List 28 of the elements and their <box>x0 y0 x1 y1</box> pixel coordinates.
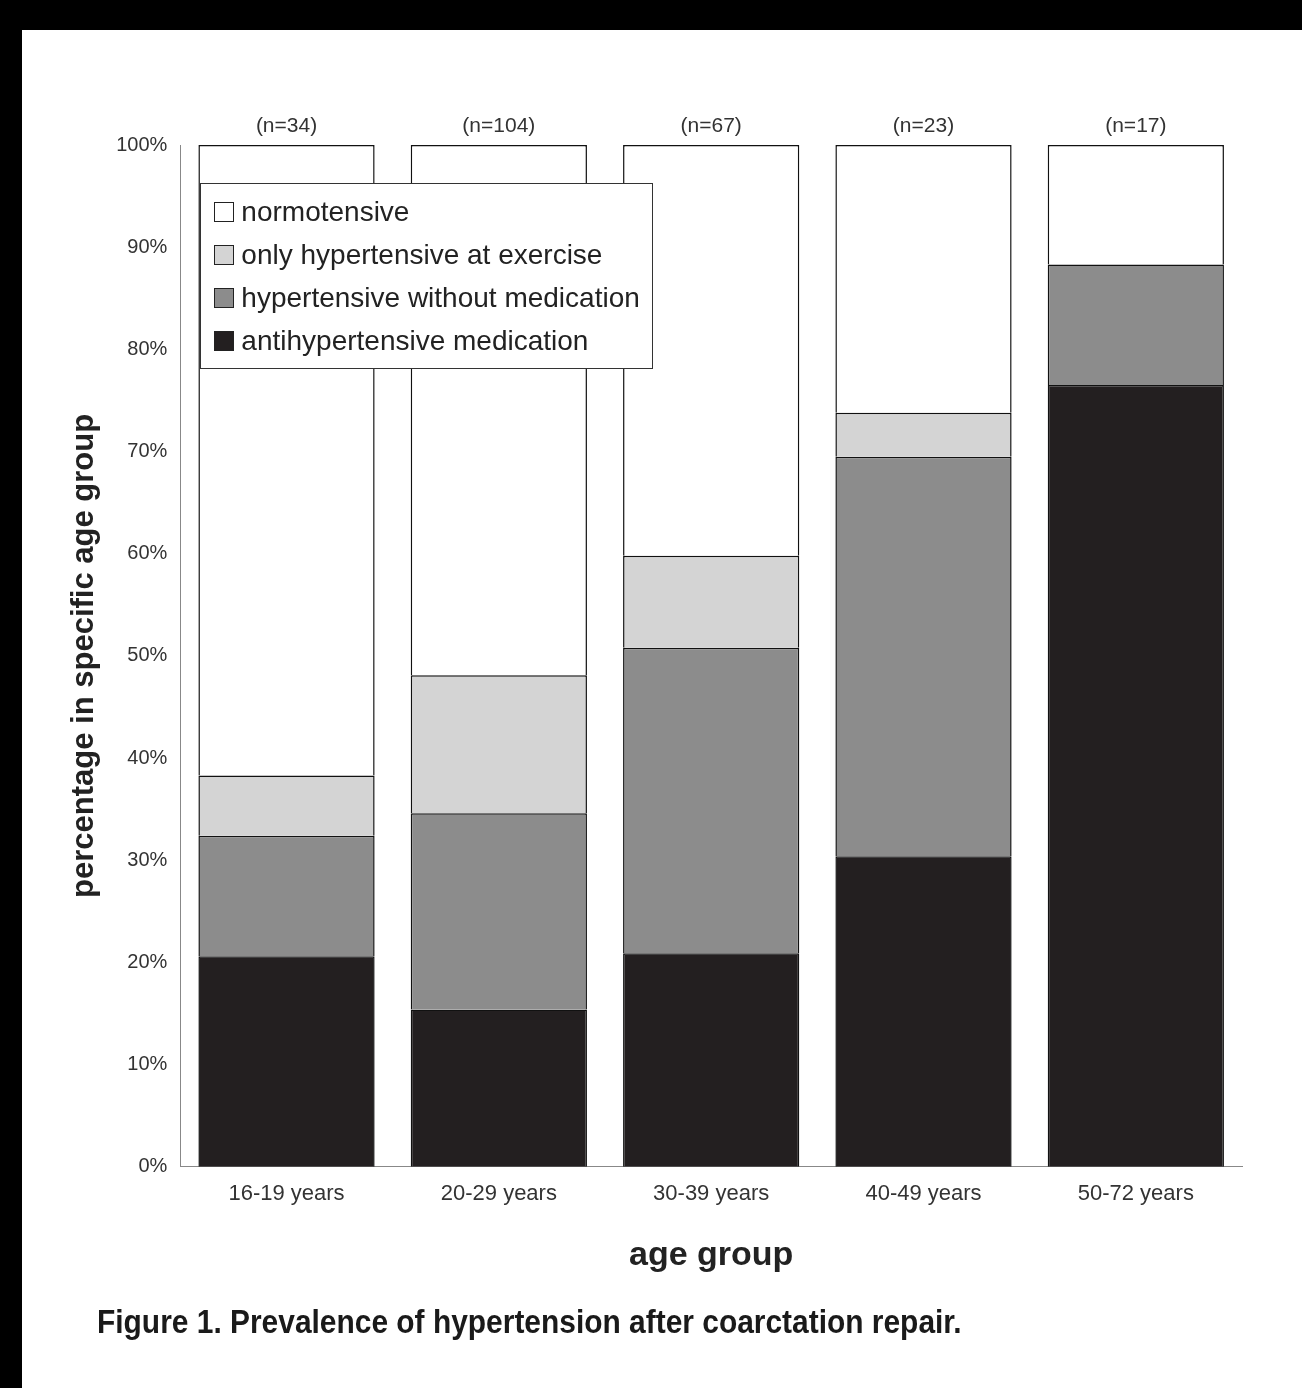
x-tick-label: 16-19 years <box>228 1180 345 1206</box>
series-label: normotensive <box>241 195 410 228</box>
annotation: (n=17) <box>1105 113 1167 137</box>
y-tick-label: 70% <box>127 439 168 462</box>
y-tick-label: 40% <box>127 745 168 768</box>
y-tick-label: 60% <box>127 541 168 564</box>
y-tick-label: 30% <box>127 847 168 870</box>
y-tick-label: 90% <box>127 234 168 257</box>
x-tick-label: 40-49 years <box>865 1180 982 1206</box>
y-tick-label: 0% <box>138 1154 168 1177</box>
annotation: (n=34) <box>255 113 318 137</box>
y-tick-label: 10% <box>127 1052 168 1075</box>
text: Figure 1. Prevalence of hypertension after coarctation repair. <box>97 1302 962 1341</box>
annotation: (n=104) <box>462 113 536 137</box>
y-tick-label: 80% <box>127 336 168 359</box>
legend-label: only hypertensive at exercise <box>241 238 603 271</box>
x-tick-label: 20-29 years <box>440 1180 557 1206</box>
x-axis-title: age group <box>629 1233 794 1272</box>
legend-label: hypertensive without medication <box>241 281 640 314</box>
y-tick-label: 50% <box>127 643 168 666</box>
legend-label: antihypertensive medication <box>241 324 589 357</box>
x-tick-label: 30-39 years <box>653 1180 770 1206</box>
y-tick-label: 20% <box>127 949 168 972</box>
annotation: (n=67) <box>680 113 742 137</box>
x-tick-label: 50-72 years <box>1077 1180 1194 1206</box>
annotation: (n=23) <box>892 113 955 137</box>
y-tick-label: 100% <box>116 132 168 155</box>
y-axis-title: percentage in specific age group <box>65 413 101 898</box>
